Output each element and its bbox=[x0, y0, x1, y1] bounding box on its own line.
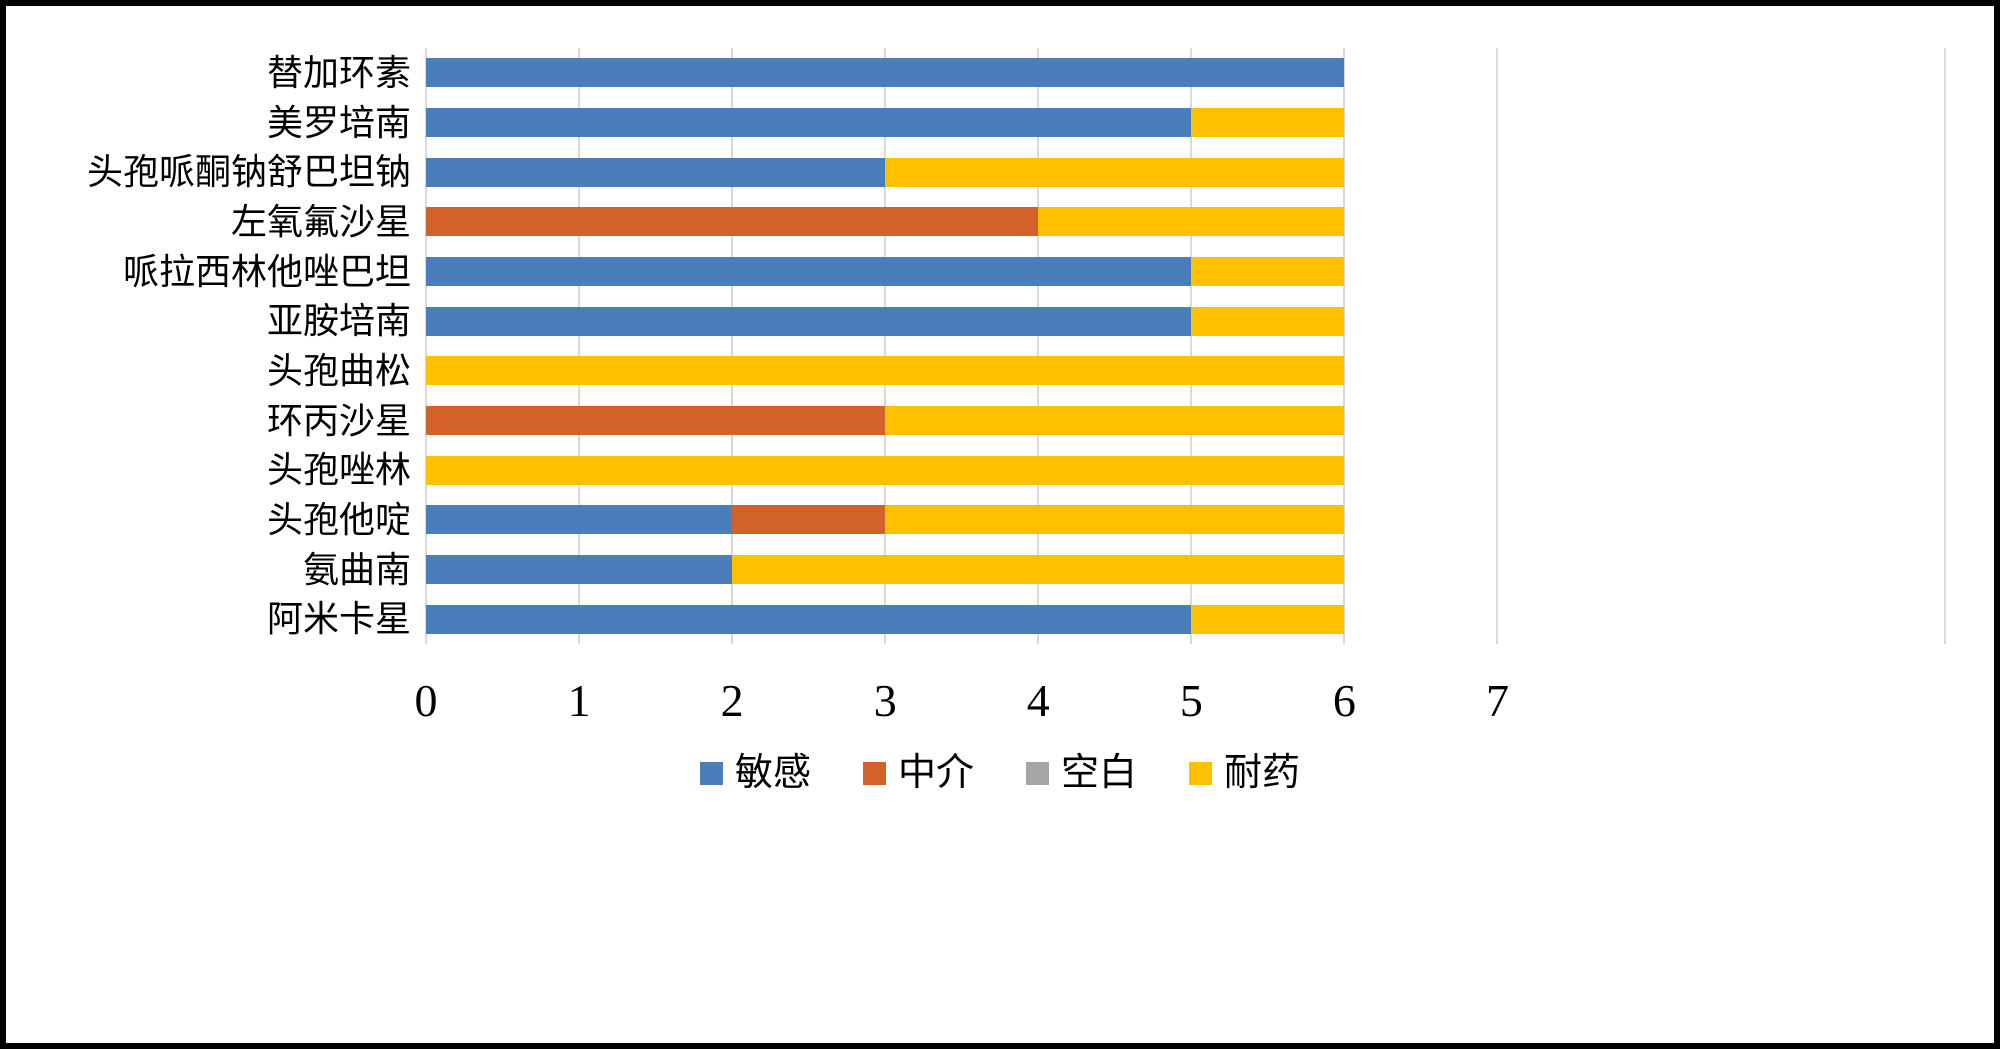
legend-label: 中介 bbox=[897, 752, 974, 794]
chart-row: 氨曲南 bbox=[36, 545, 1946, 595]
x-axis-tick-label: 7 bbox=[1485, 675, 1509, 726]
legend-swatch-icon bbox=[1026, 761, 1049, 785]
bar-track bbox=[426, 555, 1946, 585]
bar-segment bbox=[426, 406, 886, 436]
x-axis-tick-label: 0 bbox=[414, 675, 438, 726]
chart-row: 头孢曲松 bbox=[36, 346, 1946, 396]
gridline bbox=[578, 48, 581, 644]
chart-row: 头孢他啶 bbox=[36, 495, 1946, 545]
bar-segment bbox=[1038, 207, 1345, 237]
bar-track bbox=[426, 257, 1946, 287]
category-label: 头孢曲松 bbox=[266, 350, 411, 391]
bar-track bbox=[426, 108, 1946, 137]
category-label: 氨曲南 bbox=[302, 549, 411, 590]
bar-track bbox=[426, 58, 1946, 88]
category-label: 左氧氟沙星 bbox=[230, 201, 411, 242]
bar-segment bbox=[426, 604, 1192, 634]
bar-segment bbox=[426, 257, 1192, 287]
bar-segment bbox=[885, 406, 1345, 436]
gridline bbox=[1190, 48, 1193, 644]
category-label: 亚胺培南 bbox=[266, 301, 411, 342]
gridline bbox=[884, 48, 887, 644]
x-axis-tick-label: 5 bbox=[1179, 675, 1203, 726]
chart-row: 头孢唑林 bbox=[36, 445, 1946, 495]
bar-segment bbox=[732, 505, 886, 535]
bar-segment bbox=[426, 455, 1345, 485]
legend-item: 敏感 bbox=[699, 752, 811, 794]
grid-layer bbox=[425, 48, 1946, 644]
x-axis-tick-label: 1 bbox=[567, 675, 591, 726]
legend-swatch-icon bbox=[1189, 761, 1213, 785]
bar-track bbox=[426, 207, 1946, 237]
bar-track bbox=[426, 604, 1946, 634]
bar-segment bbox=[1191, 604, 1345, 634]
chart-row: 左氧氟沙星 bbox=[36, 197, 1946, 247]
x-axis: 0 1 2 3 4 5 6 7 bbox=[415, 666, 1946, 736]
chart-row: 阿米卡星 bbox=[36, 594, 1946, 644]
chart-row: 替加环素 bbox=[36, 48, 1946, 98]
bar-track bbox=[426, 306, 1946, 336]
category-label: 美罗培南 bbox=[266, 102, 411, 143]
bar-segment bbox=[426, 555, 733, 585]
legend-label: 空白 bbox=[1061, 752, 1138, 794]
category-label: 头孢唑林 bbox=[266, 450, 411, 491]
chart-row: 头孢哌酮钠舒巴坦钠 bbox=[36, 147, 1946, 197]
x-axis-tick-label: 3 bbox=[873, 675, 897, 726]
bar-track bbox=[426, 455, 1946, 485]
legend-item: 中介 bbox=[862, 752, 974, 794]
bar-segment bbox=[1191, 306, 1345, 336]
chart-row: 亚胺培南 bbox=[36, 296, 1946, 346]
plot-area: 替加环素美罗培南头孢哌酮钠舒巴坦钠左氧氟沙星哌拉西林他唑巴坦亚胺培南头孢曲松环丙… bbox=[36, 48, 1946, 644]
x-axis-tick-label: 6 bbox=[1332, 675, 1356, 726]
category-label: 替加环素 bbox=[266, 52, 411, 93]
bar-segment bbox=[426, 108, 1192, 137]
legend-swatch-icon bbox=[699, 761, 723, 785]
legend-swatch-icon bbox=[862, 761, 886, 785]
plot-right-border bbox=[1944, 48, 1946, 644]
category-label: 头孢哌酮钠舒巴坦钠 bbox=[86, 152, 411, 193]
legend-item: 空白 bbox=[1026, 754, 1137, 792]
category-label: 环丙沙星 bbox=[266, 400, 411, 441]
bar-track bbox=[426, 356, 1946, 386]
legend: 敏感 中介 空白 耐药 bbox=[6, 754, 1994, 792]
gridline bbox=[1343, 48, 1346, 644]
bar-segment bbox=[1191, 108, 1345, 137]
category-label: 头孢他啶 bbox=[266, 499, 411, 540]
bar-track bbox=[426, 406, 1946, 436]
chart-row: 美罗培南 bbox=[36, 98, 1946, 148]
bar-segment bbox=[426, 157, 886, 187]
gridline bbox=[425, 48, 427, 644]
category-label: 哌拉西林他唑巴坦 bbox=[122, 251, 411, 292]
gridline bbox=[1037, 48, 1040, 644]
x-axis-tick-label: 2 bbox=[720, 675, 744, 726]
x-axis-tick-label: 4 bbox=[1026, 675, 1050, 726]
bar-track bbox=[426, 505, 1946, 535]
legend-item: 耐药 bbox=[1189, 754, 1300, 792]
bar-segment bbox=[426, 207, 1039, 237]
bar-segment bbox=[426, 505, 733, 535]
chart-row: 环丙沙星 bbox=[36, 396, 1946, 446]
bar-segment bbox=[732, 555, 1345, 585]
bar-segment bbox=[1191, 257, 1345, 287]
bar-track bbox=[426, 157, 1946, 187]
bar-segment bbox=[885, 157, 1345, 187]
bar-segment bbox=[426, 58, 1345, 88]
chart-row: 哌拉西林他唑巴坦 bbox=[36, 247, 1946, 297]
legend-label: 耐药 bbox=[1224, 752, 1301, 794]
category-label: 阿米卡星 bbox=[266, 599, 411, 640]
bar-segment bbox=[426, 306, 1192, 336]
bar-segment bbox=[885, 505, 1345, 535]
gridline bbox=[1496, 48, 1499, 644]
gridline bbox=[731, 48, 734, 644]
bar-segment bbox=[426, 356, 1345, 386]
legend-label: 敏感 bbox=[734, 752, 811, 794]
